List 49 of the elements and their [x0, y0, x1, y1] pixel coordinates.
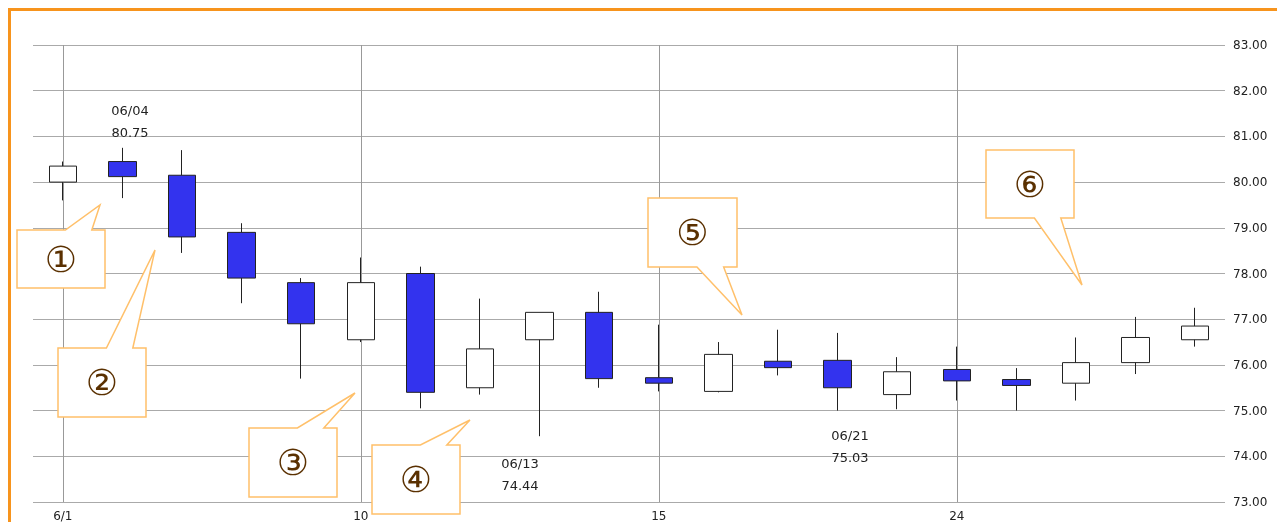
candlestick	[227, 222, 256, 304]
y-tick-label: 74.00	[1233, 449, 1268, 464]
candlestick	[883, 356, 911, 410]
y-tick-label: 77.00	[1233, 312, 1268, 327]
y-tick-label: 76.00	[1233, 357, 1268, 372]
annotation: ④	[399, 459, 433, 500]
candlestick	[1181, 307, 1209, 348]
y-tick-label: 79.00	[1233, 220, 1268, 235]
annotation: ②	[85, 362, 119, 403]
y-tick-label: 78.00	[1233, 266, 1268, 281]
y-tick-label: 75.00	[1233, 403, 1268, 418]
y-tick-label: 81.00	[1233, 129, 1268, 144]
candlestick	[287, 277, 315, 380]
candlestick	[108, 147, 137, 199]
candlestick	[1121, 316, 1150, 375]
candlestick	[49, 161, 77, 201]
y-tick-label: 82.00	[1233, 83, 1268, 98]
candlestick	[168, 149, 196, 254]
y-tick-label: 83.00	[1233, 38, 1268, 52]
x-tick-label: 15	[651, 509, 667, 522]
candlestick	[645, 324, 673, 392]
candlestick	[466, 298, 494, 396]
annotation: ①	[44, 238, 78, 280]
candlestick	[1062, 336, 1090, 402]
annotation: ③	[276, 442, 310, 483]
candlestick	[347, 257, 375, 343]
candlestick	[764, 329, 792, 376]
annotation: ⑥	[1013, 163, 1047, 205]
x-tick-label: 24	[949, 509, 965, 522]
annotation: 06/04 80.75	[111, 102, 149, 140]
y-tick-label: 73.00	[1233, 495, 1268, 509]
y-tick-label: 80.00	[1233, 175, 1268, 190]
annotation: 06/21 75.03	[831, 427, 869, 465]
candlestick	[525, 311, 554, 437]
x-tick-label: 10	[353, 509, 369, 522]
speech-bubble: ⑤	[647, 197, 743, 316]
speech-bubble: ③	[248, 392, 356, 498]
speech-bubble: ⑥	[985, 149, 1083, 286]
candlestick	[943, 346, 971, 402]
annotation: ⑤	[676, 212, 709, 253]
speech-bubble: ①	[16, 203, 106, 289]
candlestick	[585, 291, 613, 389]
x-tick-label: 6/1	[53, 509, 73, 522]
candlestick	[406, 266, 435, 409]
candlestick	[704, 341, 733, 393]
annotation: 06/13 74.44	[501, 455, 539, 493]
speech-bubble: ④	[371, 419, 471, 515]
candlestick	[1002, 367, 1031, 412]
candlestick	[823, 332, 852, 412]
